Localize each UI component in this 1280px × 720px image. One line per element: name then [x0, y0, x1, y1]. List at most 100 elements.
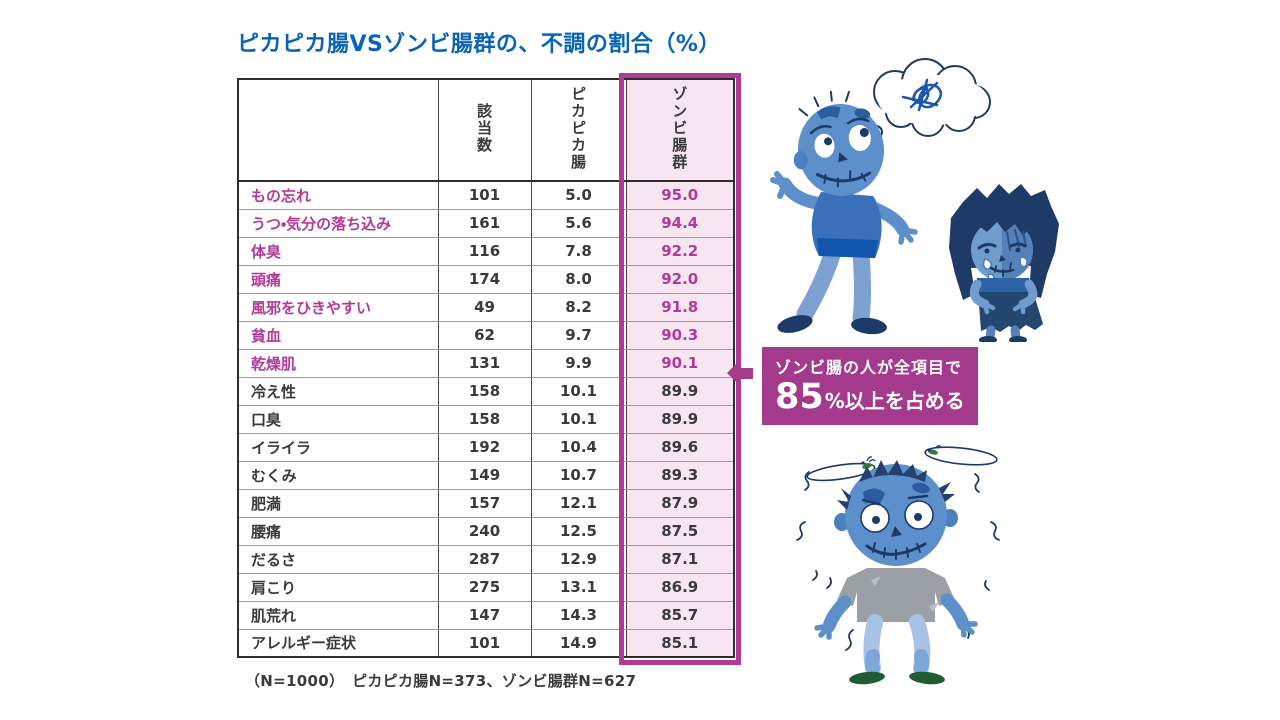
zombie-value: 90.1 [625, 348, 735, 378]
count-value: 157 [437, 488, 532, 518]
table-row: 乾燥肌 131 9.9 90.1 [237, 348, 735, 378]
ailments-table-wrap: 該当数 ピカピカ腸 ゾンビ腸群 もの忘れ 101 5.0 95.0 うつ・気分の落ち込み… [237, 78, 735, 658]
header-empty-cell [237, 78, 439, 182]
walking-zombie [770, 90, 918, 335]
count-value: 101 [437, 628, 532, 658]
pika-value: 14.9 [530, 628, 627, 658]
table-row: 頭痛 174 8.0 92.0 [237, 264, 735, 294]
table-row: 風邪をひきやすい 49 8.2 91.8 [237, 292, 735, 322]
ailment-label: 風邪をひきやすい [237, 292, 439, 322]
count-value: 116 [437, 236, 532, 266]
sample-size-footnote: （N=1000） ピカピカ腸N=373、ゾンビ腸群N=627 [245, 672, 637, 690]
ailment-label: イライラ [237, 432, 439, 462]
arrow-left-icon [727, 362, 753, 384]
count-value: 161 [437, 208, 532, 238]
pika-value: 12.1 [530, 488, 627, 518]
zombie-value: 89.9 [625, 404, 735, 434]
count-value: 192 [437, 432, 532, 462]
table-row: 貧血 62 9.7 90.3 [237, 320, 735, 350]
zombie-value: 95.0 [625, 180, 735, 210]
ailment-label: もの忘れ [237, 180, 439, 210]
table-row: 口臭 158 10.1 89.9 [237, 404, 735, 434]
zombie-value: 89.6 [625, 432, 735, 462]
count-value: 287 [437, 544, 532, 574]
pika-value: 10.4 [530, 432, 627, 462]
shocked-zombie [814, 460, 978, 685]
ailment-label: 頭痛 [237, 264, 439, 294]
table-row: だるさ 287 12.9 87.1 [237, 544, 735, 574]
table-body: もの忘れ 101 5.0 95.0 うつ・気分の落ち込み 161 5.6 94.4 体臭 116 7… [237, 180, 735, 658]
pika-value: 12.9 [530, 544, 627, 574]
callout-note: ゾンビ腸の人が全項目で 85 %以上を占める [727, 347, 978, 425]
zombie-value: 94.4 [625, 208, 735, 238]
ailment-label: 肥満 [237, 488, 439, 518]
count-value: 101 [437, 180, 532, 210]
zombie-value: 89.9 [625, 376, 735, 406]
ailment-label: だるさ [237, 544, 439, 574]
crying-zombie [949, 184, 1059, 342]
zombie-value: 85.7 [625, 600, 735, 630]
zombie-value: 92.2 [625, 236, 735, 266]
table-row: イライラ 192 10.4 89.6 [237, 432, 735, 462]
pika-value: 10.1 [530, 376, 627, 406]
callout-big-number: 85 [775, 377, 824, 417]
count-value: 131 [437, 348, 532, 378]
table-row: うつ・気分の落ち込み 161 5.6 94.4 [237, 208, 735, 238]
count-value: 149 [437, 460, 532, 490]
table-row: もの忘れ 101 5.0 95.0 [237, 180, 735, 210]
pika-value: 13.1 [530, 572, 627, 602]
table-row: むくみ 149 10.7 89.3 [237, 460, 735, 490]
pika-value: 10.1 [530, 404, 627, 434]
pika-value: 10.7 [530, 460, 627, 490]
ailment-label: むくみ [237, 460, 439, 490]
pika-value: 8.2 [530, 292, 627, 322]
zombie-value: 89.3 [625, 460, 735, 490]
ailment-label: 口臭 [237, 404, 439, 434]
header-count: 該当数 [437, 78, 532, 182]
zombie-value: 87.1 [625, 544, 735, 574]
zombie-value: 91.8 [625, 292, 735, 322]
count-value: 147 [437, 600, 532, 630]
fly-icon [861, 456, 876, 469]
count-value: 240 [437, 516, 532, 546]
count-value: 62 [437, 320, 532, 350]
table-row: 体臭 116 7.8 92.2 [237, 236, 735, 266]
count-value: 49 [437, 292, 532, 322]
count-value: 275 [437, 572, 532, 602]
pika-value: 9.9 [530, 348, 627, 378]
zombie-value: 92.0 [625, 264, 735, 294]
page-title: ピカピカ腸VSゾンビ腸群の、不調の割合（%） [237, 32, 721, 57]
ailment-label: 体臭 [237, 236, 439, 266]
zombie-value: 90.3 [625, 320, 735, 350]
pika-value: 5.6 [530, 208, 627, 238]
pika-value: 12.5 [530, 516, 627, 546]
ailment-label: 冷え性 [237, 376, 439, 406]
table-row: 肌荒れ 147 14.3 85.7 [237, 600, 735, 630]
table-row: 腰痛 240 12.5 87.5 [237, 516, 735, 546]
pika-value: 14.3 [530, 600, 627, 630]
zombie-value: 85.1 [625, 628, 735, 658]
thought-bubble-icon [861, 58, 991, 149]
pika-value: 9.7 [530, 320, 627, 350]
header-zombie: ゾンビ腸群 [625, 78, 735, 182]
zombie-walking-and-crying-illustration [770, 58, 1059, 342]
pika-value: 7.8 [530, 236, 627, 266]
fly-orbit-icons [806, 445, 998, 482]
pika-value: 8.0 [530, 264, 627, 294]
shocked-zombie-illustration [796, 445, 1000, 685]
ailment-label: うつ・気分の落ち込み [237, 208, 439, 238]
table-row: 肩こり 275 13.1 86.9 [237, 572, 735, 602]
ailment-label: 肌荒れ [237, 600, 439, 630]
count-value: 174 [437, 264, 532, 294]
ailment-label: アレルギー症状 [237, 628, 439, 658]
count-value: 158 [437, 376, 532, 406]
callout-line2-rest: %以上を占める [824, 389, 965, 413]
fly-icon [927, 445, 942, 455]
callout-line1: ゾンビ腸の人が全項目で [775, 358, 963, 377]
header-row: 該当数 ピカピカ腸 ゾンビ腸群 [237, 78, 735, 182]
table-row: アレルギー症状 101 14.9 85.1 [237, 628, 735, 658]
ailments-table: 該当数 ピカピカ腸 ゾンビ腸群 もの忘れ 101 5.0 95.0 うつ・気分の落ち込み… [237, 78, 735, 658]
callout-line2: 85 %以上を占める [775, 378, 965, 417]
zombie-value: 86.9 [625, 572, 735, 602]
ailment-label: 腰痛 [237, 516, 439, 546]
